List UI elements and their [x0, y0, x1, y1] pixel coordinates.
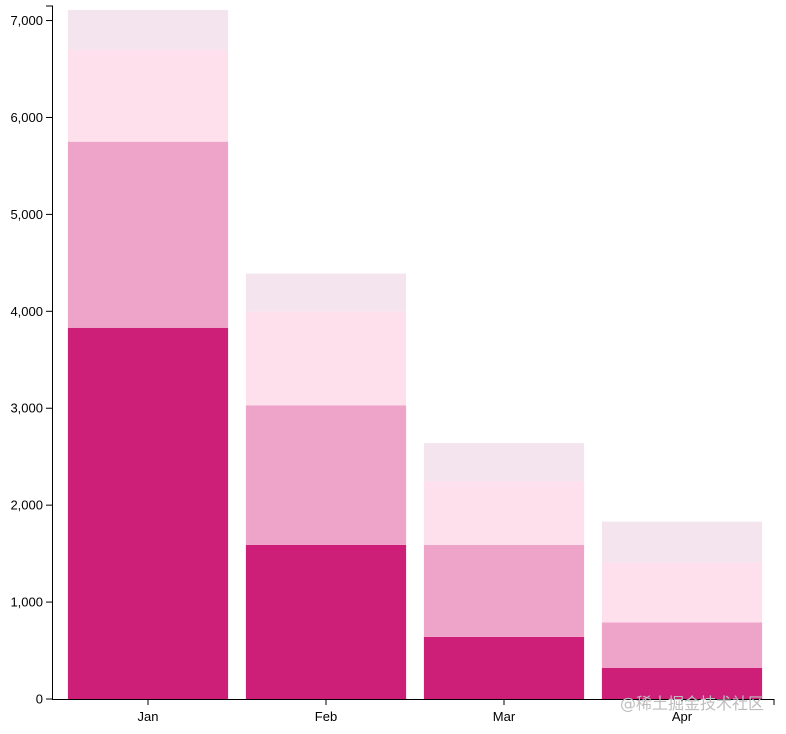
- bar-apr-segment-3: [601, 562, 763, 623]
- y-tick-label: 6,000: [10, 110, 43, 125]
- bar-feb-segment-4: [245, 273, 407, 312]
- bar-apr-segment-4: [601, 521, 763, 563]
- watermark-text: @稀土掘金技术社区: [619, 694, 764, 713]
- bar-mar-segment-3: [423, 480, 585, 545]
- bar-apr-segment-1: [601, 667, 763, 699]
- bar-feb-segment-1: [245, 544, 407, 699]
- y-tick-label: 2,000: [10, 498, 43, 513]
- bar-jan-segment-4: [67, 9, 229, 50]
- bar-jan-segment-2: [67, 141, 229, 328]
- x-tick-label-apr: Apr: [672, 709, 693, 724]
- y-tick-label: 7,000: [10, 13, 43, 28]
- bar-mar-segment-1: [423, 636, 585, 699]
- bar-mar-segment-4: [423, 443, 585, 481]
- y-tick-label: 5,000: [10, 207, 43, 222]
- y-tick-label: 3,000: [10, 401, 43, 416]
- bar-jan-segment-1: [67, 327, 229, 699]
- bar-feb-segment-3: [245, 311, 407, 406]
- bars-layer: [67, 9, 763, 699]
- x-tick-label-mar: Mar: [493, 709, 516, 724]
- bar-mar-segment-2: [423, 544, 585, 637]
- x-tick-label-feb: Feb: [315, 709, 337, 724]
- x-tick-label-jan: Jan: [138, 709, 159, 724]
- bar-apr-segment-2: [601, 622, 763, 668]
- y-tick-label: 4,000: [10, 304, 43, 319]
- bar-jan-segment-3: [67, 49, 229, 142]
- bar-feb-segment-2: [245, 405, 407, 545]
- y-axis-line: [46, 5, 53, 700]
- y-axis: 0 1,000 2,000 3,000 4,000 5,000 6,000 7,000: [10, 5, 53, 707]
- y-tick-label: 1,000: [10, 595, 43, 610]
- x-axis: Jan Feb Mar Apr: [52, 699, 775, 724]
- y-tick-label: 0: [36, 692, 43, 707]
